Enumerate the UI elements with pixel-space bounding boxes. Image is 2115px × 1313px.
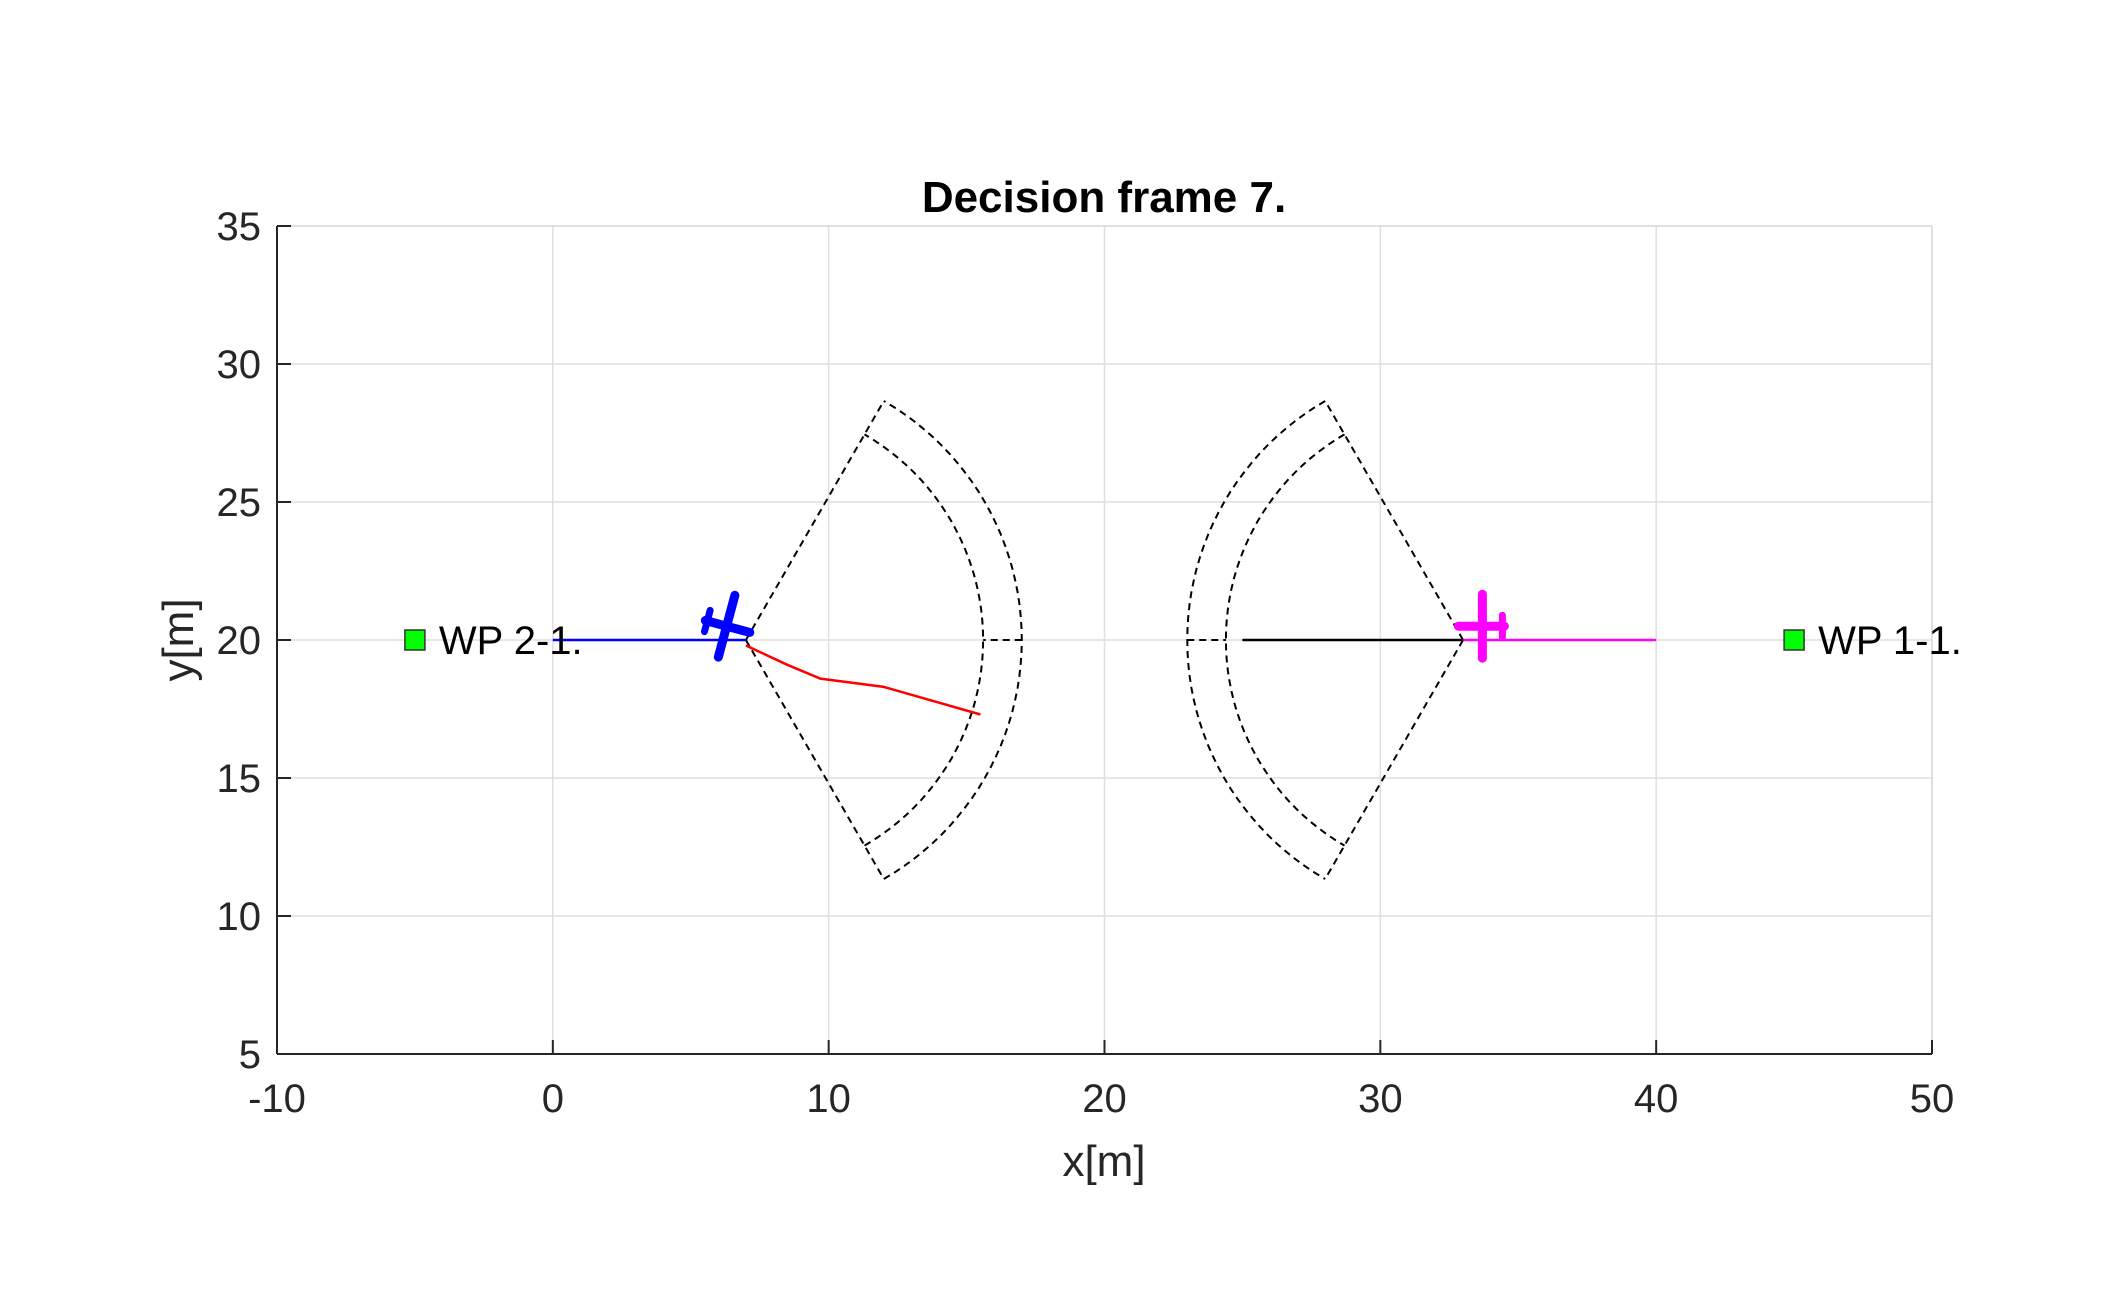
y-tick-label: 15 (217, 757, 262, 801)
x-tick-label: 30 (1358, 1077, 1403, 1121)
waypoint-label: WP 2-1. (439, 619, 583, 663)
waypoint-marker (1783, 629, 1805, 651)
aircraft-icon (700, 590, 755, 662)
waypoint-label: WP 1-1. (1818, 619, 1962, 663)
aircraft-icon (1453, 589, 1509, 663)
aircraft-part (713, 590, 740, 662)
y-axis-label: y[m] (154, 598, 203, 681)
series-line (745, 644, 981, 716)
y-tick-label: 5 (239, 1033, 261, 1077)
y-ticks: 5 10 15 20 25 30 35 (217, 205, 291, 1077)
x-tick-label: -10 (248, 1077, 306, 1121)
sector-edge (745, 400, 885, 641)
chart-title: Decision frame 7. (922, 173, 1286, 222)
y-tick-label: 20 (217, 619, 262, 663)
x-tick-label: 20 (1082, 1077, 1127, 1121)
y-tick-label: 35 (217, 205, 262, 249)
x-axis-label: x[m] (1062, 1137, 1145, 1186)
y-tick-label: 25 (217, 481, 262, 525)
y-tick-label: 10 (217, 895, 262, 939)
x-tick-label: 40 (1634, 1077, 1679, 1121)
x-tick-label: 0 (542, 1077, 564, 1121)
aircraft-part (700, 606, 714, 636)
x-tick-label: 50 (1910, 1077, 1955, 1121)
aircraft-markers (700, 589, 1509, 663)
series-lines (552, 638, 1657, 716)
y-tick-label: 30 (217, 343, 262, 387)
sector-inner-arc (1224, 433, 1346, 847)
sector-edge (1324, 639, 1464, 880)
sensor-sectors (745, 400, 1464, 880)
x-ticks: -10 0 10 20 30 40 50 (248, 1040, 1954, 1121)
sector-outer-arc (883, 400, 1023, 880)
sector-edge (745, 639, 885, 880)
x-tick-label: 10 (806, 1077, 851, 1121)
waypoint-marker (404, 629, 426, 651)
waypoints: WP 2-1. WP 1-1. (404, 619, 1962, 663)
sector-edge (1324, 400, 1464, 641)
sector-inner-arc (863, 433, 985, 847)
